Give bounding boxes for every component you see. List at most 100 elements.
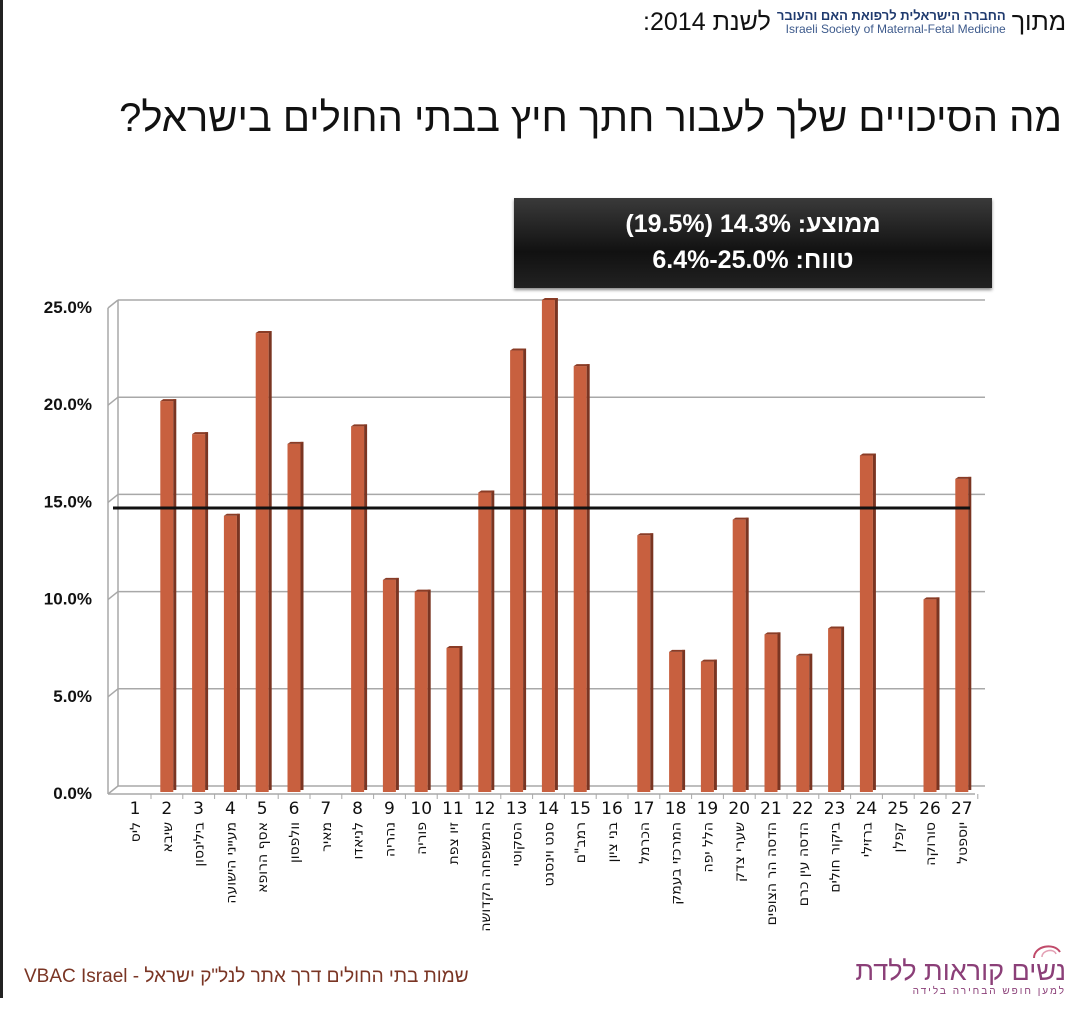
swirl-icon xyxy=(1033,945,1061,959)
x-tick-number: 23 xyxy=(824,799,846,819)
x-tick-number: 9 xyxy=(384,799,395,819)
bar xyxy=(700,661,714,792)
bar xyxy=(478,492,492,792)
bar-top xyxy=(669,649,686,652)
bar xyxy=(223,515,237,792)
bar-side xyxy=(777,632,781,790)
x-tick-label: הכרמל xyxy=(637,822,653,864)
x-tick-label: רמב"ם xyxy=(573,822,589,863)
bar-top xyxy=(923,597,940,600)
x-tick-label: סורוקה xyxy=(923,822,939,866)
x-tick-label: הסקוטי xyxy=(510,822,526,866)
x-tick-number: 2 xyxy=(161,799,172,819)
gridline-depth xyxy=(107,396,119,406)
y-tick-label: 25.0% xyxy=(44,298,92,317)
x-tick-label: הלל יפה xyxy=(700,822,716,873)
x-tick-label: ליס xyxy=(128,822,144,842)
bar-side xyxy=(268,331,272,790)
bar xyxy=(732,519,746,792)
bar-side xyxy=(841,626,845,790)
bar xyxy=(382,579,396,792)
bar-top xyxy=(351,424,368,427)
bar xyxy=(414,591,428,792)
x-tick-number: 19 xyxy=(697,799,719,819)
organization-logo: נשים קוראות ללדת למען חופש הבחירה בלידה xyxy=(855,945,1066,997)
y-tick-label: 5.0% xyxy=(53,687,92,706)
bar-top xyxy=(637,533,654,536)
bar xyxy=(351,426,365,792)
bar-top xyxy=(732,517,749,520)
bar-side xyxy=(936,597,940,790)
x-tick-label: אסף הרופא xyxy=(255,822,271,893)
bar-side xyxy=(682,649,686,790)
x-tick-label: המשפחה הקדושה xyxy=(478,822,494,932)
x-tick-label: נהריה xyxy=(382,822,398,857)
gridline-depth xyxy=(107,299,119,309)
x-tick-number: 17 xyxy=(633,799,655,819)
x-tick-label: הדסה הר הצופים xyxy=(764,822,780,925)
x-tick-label: ביקור חולים xyxy=(828,822,844,893)
y-tick-label: 20.0% xyxy=(44,395,92,414)
x-tick-label: בילינסון xyxy=(192,822,208,867)
bar-side xyxy=(300,441,304,790)
bar-top xyxy=(828,626,845,629)
gridline-depth xyxy=(107,493,119,503)
bar-top xyxy=(223,513,240,516)
bar-top xyxy=(510,348,527,351)
bar xyxy=(859,455,873,792)
x-tick-number: 16 xyxy=(601,799,623,819)
bar-side xyxy=(491,490,495,790)
bar xyxy=(192,434,206,792)
x-tick-label: הדסה עין כרם xyxy=(796,822,812,906)
society-name-he: החברה הישראלית לרפואת האם והעובר xyxy=(776,8,1006,24)
x-tick-label: המרכזי בעמק xyxy=(669,822,685,905)
source-line: מתוך החברה הישראלית לרפואת האם והעובר Is… xyxy=(643,8,1066,37)
gridline-depth xyxy=(107,688,119,698)
bar-side xyxy=(809,653,813,790)
bar-top xyxy=(255,331,272,334)
y-tick-label: 15.0% xyxy=(44,492,92,511)
x-tick-number: 24 xyxy=(856,799,878,819)
bar xyxy=(764,634,778,792)
bar xyxy=(796,655,810,792)
x-tick-number: 11 xyxy=(442,799,464,819)
x-tick-number: 6 xyxy=(289,799,300,819)
x-tick-number: 22 xyxy=(792,799,814,819)
x-tick-number: 25 xyxy=(887,799,909,819)
bar-top xyxy=(859,453,876,456)
bar-top xyxy=(192,432,209,435)
bar-side xyxy=(395,577,399,790)
left-border xyxy=(0,0,3,998)
society-name-en: Israeli Society of Maternal-Fetal Medici… xyxy=(785,22,1006,37)
gridline-depth xyxy=(107,785,119,795)
bar-top xyxy=(446,645,463,648)
x-tick-number: 5 xyxy=(257,799,268,819)
x-tick-label: קפלן xyxy=(891,822,907,852)
stats-box: ממוצע: 14.3% (19.5%) טווח: 25.0%-6.4% xyxy=(514,198,992,288)
x-tick-label: סנט וינסנט xyxy=(541,822,557,887)
x-tick-number: 1 xyxy=(130,799,141,819)
x-tick-number: 27 xyxy=(951,799,973,819)
x-tick-label: וולפסון xyxy=(287,822,303,863)
x-tick-number: 7 xyxy=(320,799,331,819)
x-tick-label: שערי צדק xyxy=(732,822,748,882)
bar-top xyxy=(573,364,590,367)
x-tick-number: 12 xyxy=(474,799,496,819)
bar-side xyxy=(872,453,876,790)
y-tick-label: 0.0% xyxy=(53,784,92,803)
from-label: מתוך xyxy=(1011,8,1066,36)
bar-side xyxy=(364,424,368,790)
x-tick-number: 8 xyxy=(352,799,363,819)
y-tick-label: 10.0% xyxy=(44,590,92,609)
bar-top xyxy=(478,490,495,493)
chart-title: מה הסיכויים שלך לעבור חתך חיץ בבתי החולי… xyxy=(119,96,1062,140)
x-tick-label: פוריה xyxy=(414,822,430,855)
bar xyxy=(573,366,587,792)
bar-side xyxy=(459,645,463,790)
bar-side xyxy=(745,517,749,790)
x-tick-number: 10 xyxy=(410,799,432,819)
x-tick-number: 13 xyxy=(506,799,528,819)
bar-top xyxy=(160,399,177,402)
bar-side xyxy=(236,513,240,790)
bar-top xyxy=(382,577,399,580)
